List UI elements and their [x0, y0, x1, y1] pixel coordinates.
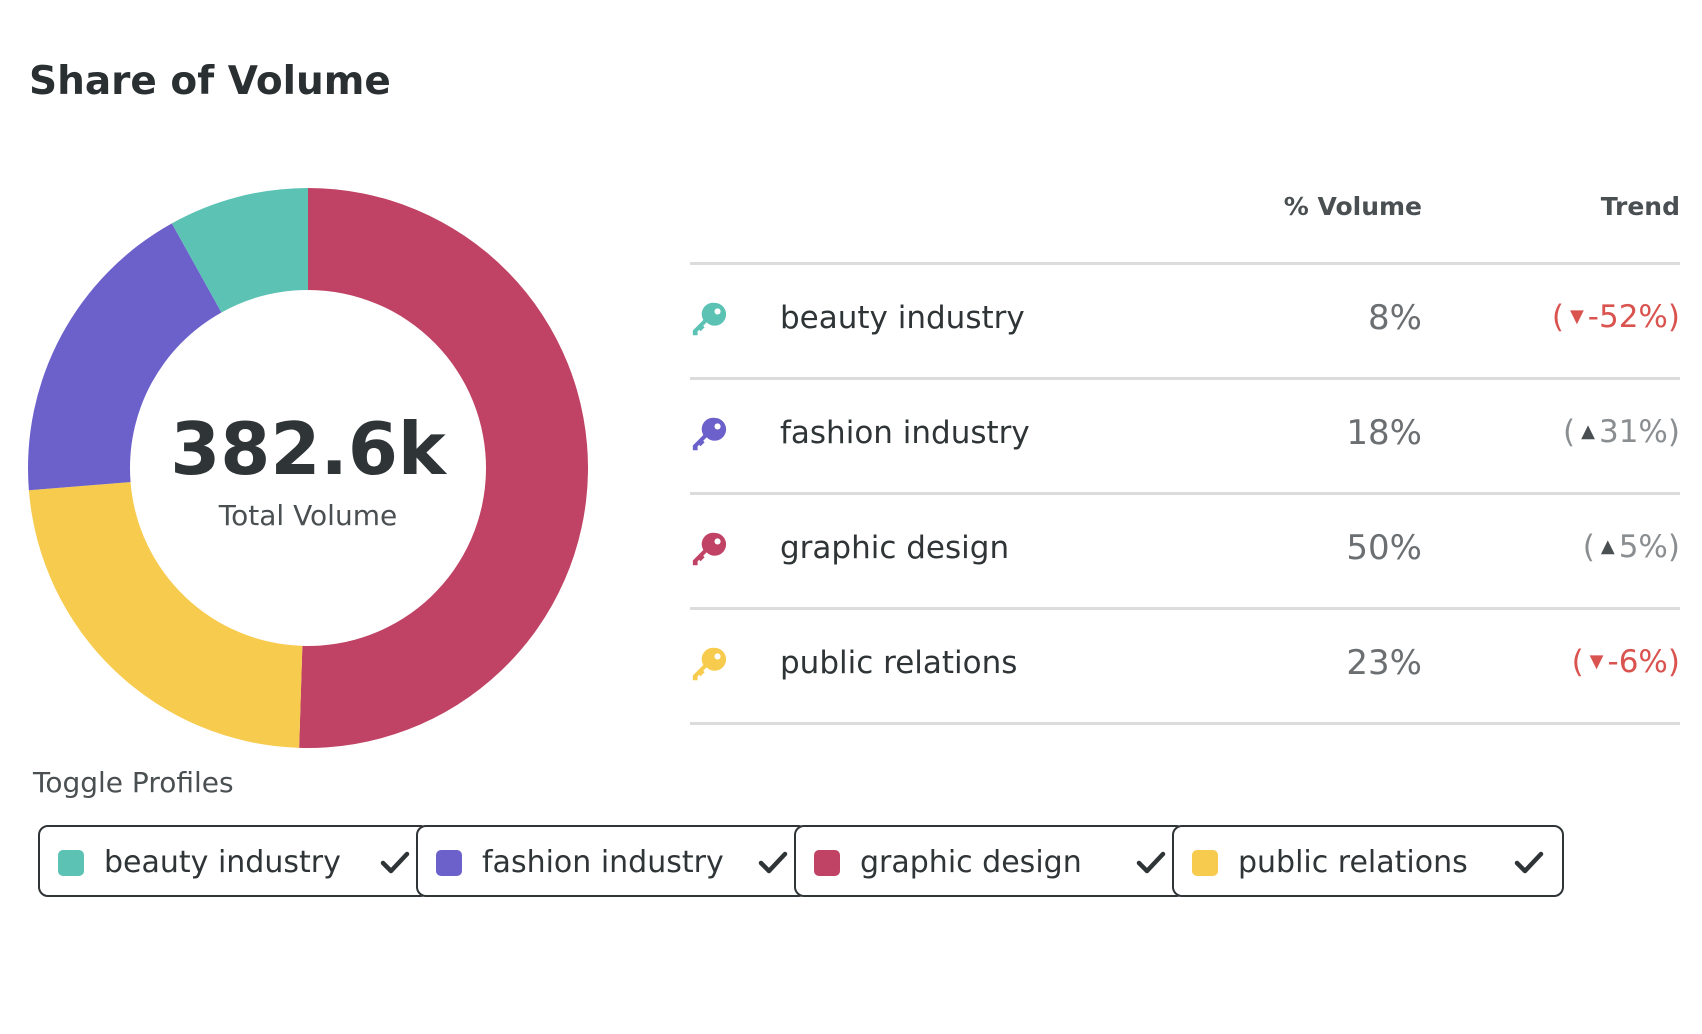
color-swatch — [436, 850, 462, 876]
volume-table: % Volume Trend beauty industry 8%(▼ -52%) f… — [690, 180, 1680, 725]
trend-value: 31% — [1598, 414, 1668, 450]
total-volume-value: 382.6k — [170, 407, 446, 491]
trend-close-paren: ) — [1667, 529, 1680, 565]
toggle-label: graphic design — [860, 845, 1082, 880]
toggle-profiles-title: Toggle Profiles — [33, 766, 234, 799]
check-icon — [1136, 851, 1166, 874]
toggle-label: public relations — [1238, 845, 1468, 880]
toggle-label: fashion industry — [482, 845, 724, 880]
table-row: graphic design 50% (▲ 5%) — [690, 495, 1680, 610]
donut-chart: 382.6k Total Volume — [28, 188, 588, 748]
caret-up-icon: ▲ — [1600, 536, 1615, 557]
row-name: beauty industry — [780, 300, 1025, 336]
toggle-label: beauty industry — [104, 845, 341, 880]
table-header: % Volume Trend — [690, 180, 1680, 265]
row-name: graphic design — [780, 530, 1010, 566]
table-row: public relations 23% (▼ -6%) — [690, 610, 1680, 725]
check-icon — [380, 851, 410, 874]
row-trend: (▼ -6%) — [1572, 647, 1680, 678]
toggle-profiles: beauty industry fashion industry graphic d… — [38, 825, 1668, 901]
toggle-profile-button[interactable]: graphic design — [794, 825, 1186, 897]
color-swatch — [58, 850, 84, 876]
trend-value: -6% — [1607, 644, 1668, 680]
header-volume: % Volume — [1283, 192, 1422, 221]
table-row: fashion industry 18% (▲ 31%) — [690, 380, 1680, 495]
donut-slice-beauty-industry[interactable] — [171, 188, 308, 313]
row-volume-percent: 8% — [1368, 298, 1422, 338]
check-icon — [1514, 851, 1544, 874]
trend-close-paren: ) — [1667, 414, 1680, 450]
donut-slice-fashion-industry[interactable] — [28, 223, 222, 491]
toggle-profile-button[interactable]: beauty industry — [38, 825, 430, 897]
caret-up-icon: ▲ — [1581, 421, 1595, 442]
donut-slice-public-relations[interactable] — [28, 482, 303, 748]
toggle-profile-button[interactable]: fashion industry — [416, 825, 808, 897]
key-icon — [692, 417, 727, 451]
key-icon — [692, 532, 727, 566]
trend-close-paren: ) — [1667, 299, 1680, 335]
color-swatch — [814, 850, 840, 876]
toggle-profile-button[interactable]: public relations — [1172, 825, 1564, 897]
trend-open-paren: ( — [1563, 414, 1576, 450]
check-icon — [758, 851, 788, 874]
row-name: fashion industry — [780, 415, 1030, 451]
trend-open-paren: ( — [1582, 529, 1595, 565]
donut-svg — [28, 188, 588, 748]
trend-value: 5% — [1618, 529, 1668, 565]
row-volume-percent: 23% — [1346, 643, 1422, 683]
row-trend: (▲ 5%) — [1583, 532, 1680, 563]
color-swatch — [1192, 850, 1218, 876]
key-icon — [692, 302, 727, 336]
row-name: public relations — [780, 645, 1018, 681]
donut-slice-graphic-design[interactable] — [299, 188, 588, 748]
trend-open-paren: ( — [1571, 644, 1584, 680]
row-trend: (▼ -52%) — [1552, 302, 1680, 333]
trend-value: -52% — [1587, 299, 1668, 335]
row-volume-percent: 18% — [1346, 413, 1422, 453]
total-volume-label: Total Volume — [218, 499, 398, 532]
table-row: beauty industry 8% (▼ -52%) — [690, 265, 1680, 380]
row-trend: (▲ 31%) — [1563, 417, 1680, 448]
trend-close-paren: ) — [1667, 644, 1680, 680]
header-trend: Trend — [1600, 192, 1680, 221]
row-volume-percent: 50% — [1346, 528, 1422, 568]
key-icon — [692, 647, 727, 681]
trend-open-paren: ( — [1551, 299, 1564, 335]
caret-down-icon: ▼ — [1589, 651, 1604, 672]
page-title: Share of Volume — [29, 59, 391, 104]
caret-down-icon: ▼ — [1569, 306, 1584, 327]
